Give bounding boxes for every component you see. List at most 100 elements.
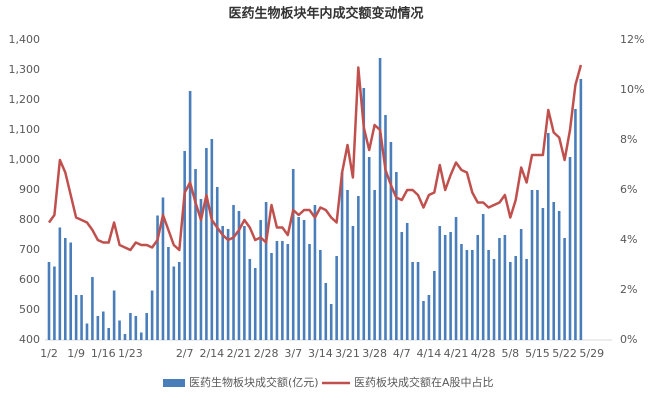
bar [253, 268, 257, 340]
bar [134, 316, 138, 340]
bar [112, 290, 116, 340]
x-tick-label: 4/28 [471, 347, 496, 360]
bar [74, 295, 78, 340]
bar [139, 332, 143, 340]
bar [237, 211, 241, 340]
bar [69, 242, 73, 340]
bar [177, 262, 181, 340]
bar [199, 199, 203, 340]
bar [286, 244, 290, 340]
bar [373, 190, 376, 340]
y2-tick-label: 0% [620, 333, 637, 346]
y-tick-label: 1,400 [9, 33, 41, 46]
x-tick-label: 3/21 [335, 347, 360, 360]
bar [80, 295, 83, 340]
x-tick-label: 4/21 [444, 347, 469, 360]
line [47, 64, 583, 252]
bar [226, 229, 230, 340]
x-tick-label: 2/21 [227, 347, 252, 360]
bar [389, 142, 393, 340]
bar [156, 215, 159, 340]
x-tick-label: 5/29 [579, 347, 604, 360]
bar [481, 214, 485, 340]
bar [291, 169, 295, 340]
bar [205, 148, 208, 340]
bar [357, 196, 360, 340]
bar [118, 320, 121, 340]
y-tick-label: 500 [19, 303, 40, 316]
bar [302, 220, 306, 340]
x-tick-label: 2/7 [176, 347, 194, 360]
bar [335, 256, 338, 340]
bar [519, 229, 523, 340]
bar [123, 334, 127, 340]
bar [514, 256, 518, 340]
x-tick-label: 2/28 [254, 347, 279, 360]
x-tick-label: 4/7 [393, 347, 411, 360]
bar [465, 250, 469, 340]
bar [557, 211, 561, 340]
bar [129, 313, 132, 340]
bar [498, 238, 501, 340]
bar [107, 328, 110, 340]
bar [476, 235, 480, 340]
bar [264, 202, 268, 340]
legend-swatch [163, 379, 185, 387]
bar [150, 290, 154, 340]
bar [509, 262, 512, 340]
y-tick-label: 1,300 [9, 63, 41, 76]
bar [454, 217, 458, 340]
bar [487, 250, 490, 340]
bar [536, 190, 539, 340]
bar [400, 232, 404, 340]
bar [194, 169, 197, 340]
y-tick-label: 1,000 [9, 153, 41, 166]
bar [443, 235, 447, 340]
bar [275, 241, 279, 340]
y2-tick-label: 10% [620, 83, 644, 96]
bar [525, 259, 528, 340]
bar [384, 115, 387, 340]
bar [172, 266, 176, 340]
chart-title: 医药生物板块年内成交额变动情况 [228, 6, 423, 22]
y2-tick-label: 2% [620, 283, 637, 296]
bar [563, 238, 566, 340]
bar [221, 226, 224, 340]
bar [405, 223, 409, 340]
bar [416, 262, 420, 340]
y-tick-label: 400 [19, 333, 40, 346]
x-tick-label: 1/2 [40, 347, 58, 360]
bar [492, 259, 496, 340]
x-tick-label: 2/14 [199, 347, 224, 360]
bar [248, 259, 252, 340]
bar [471, 250, 474, 340]
y-tick-label: 700 [19, 243, 40, 256]
x-tick-label: 1/16 [91, 347, 116, 360]
y-tick-label: 900 [19, 183, 40, 196]
bar [101, 311, 105, 340]
bar [53, 266, 56, 340]
x-tick-label: 5/15 [525, 347, 550, 360]
bar [91, 277, 94, 340]
x-tick-label: 1/23 [118, 347, 143, 360]
bar [367, 157, 371, 340]
bar [378, 58, 382, 340]
bar [308, 244, 311, 340]
bar [313, 205, 317, 340]
x-tick-label: 3/28 [362, 347, 387, 360]
bar [58, 227, 62, 340]
bar [96, 316, 100, 340]
bar [183, 151, 186, 340]
bar [427, 295, 431, 340]
bar [167, 247, 170, 340]
bar [85, 323, 89, 340]
bar [530, 190, 534, 340]
bar [568, 157, 572, 340]
bar [351, 226, 355, 340]
y-tick-label: 600 [19, 273, 40, 286]
x-tick-label: 5/8 [501, 347, 519, 360]
bar [422, 301, 425, 340]
bar [47, 262, 51, 340]
x-tick-label: 5/22 [552, 347, 577, 360]
